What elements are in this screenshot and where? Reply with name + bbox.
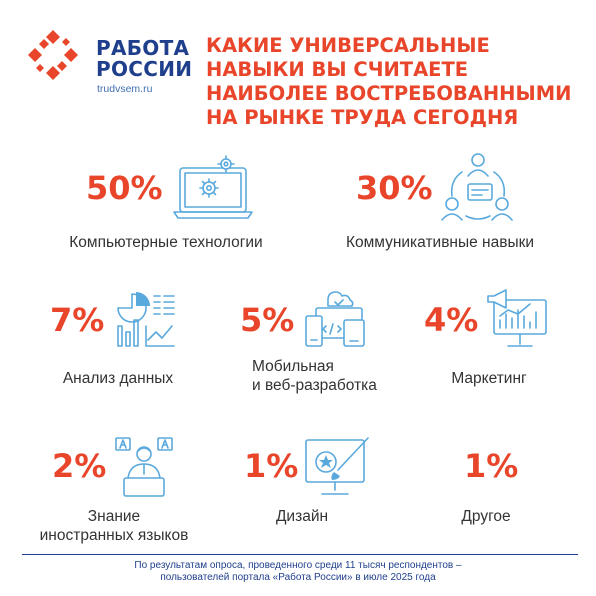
skill-percent-design: 1% xyxy=(244,447,299,485)
skill-percent-languages: 2% xyxy=(52,447,107,485)
skill-label-line: Другое xyxy=(461,508,511,525)
devices-icon xyxy=(305,291,365,347)
skill-label-communication: Коммуникативные навыки xyxy=(302,233,578,252)
footer-line: пользователей портала «Работа России» в … xyxy=(160,572,436,583)
skill-label-line: Мобильная xyxy=(252,358,334,375)
skill-label-marketing: Маркетинг xyxy=(404,369,574,388)
skill-label-line: Маркетинг xyxy=(451,370,527,387)
people-chat-icon xyxy=(441,153,513,221)
skill-label-data: Анализ данных xyxy=(30,369,206,388)
skill-label-line: Дизайн xyxy=(275,508,329,525)
skill-label-languages: Знание иностранных языков xyxy=(24,507,204,545)
skill-label-line: и веб-разработка xyxy=(252,377,377,394)
skill-percent-other: 1% xyxy=(464,447,519,485)
headline: КАКИЕ УНИВЕРСАЛЬНЫЕ НАВЫКИ ВЫ СЧИТАЕТЕ Н… xyxy=(206,34,586,130)
skill-label-line: Анализ данных xyxy=(62,370,174,387)
skill-label-mobile-web: Мобильная и веб-разработка xyxy=(212,357,388,395)
skill-label-design: Дизайн xyxy=(232,507,372,526)
headline-line: НА РЫНКЕ ТРУДА СЕГОДНЯ xyxy=(206,106,519,129)
skill-label-line: иностранных языков xyxy=(39,527,189,544)
skill-percent-computer: 50% xyxy=(86,169,163,207)
footer-divider xyxy=(22,554,578,555)
headline-line: КАКИЕ УНИВЕРСАЛЬНЫЕ xyxy=(206,34,490,57)
skill-label-line: Компьютерные технологии xyxy=(69,234,263,251)
footer-line: По результатам опроса, проведенного сред… xyxy=(134,560,462,571)
data-analytics-icon xyxy=(117,292,175,347)
skill-percent-marketing: 4% xyxy=(424,301,479,339)
footer-note: По результатам опроса, проведенного сред… xyxy=(0,560,596,584)
brand-url: trudvsem.ru xyxy=(97,83,153,95)
skill-label-line: Коммуникативные навыки xyxy=(345,234,535,251)
brand-name-line1: РАБОТА xyxy=(96,36,190,60)
skill-percent-mobile-web: 5% xyxy=(240,301,295,339)
headline-line: НАИБОЛЕЕ ВОСТРЕБОВАННЫМИ xyxy=(206,82,572,105)
skill-percent-data: 7% xyxy=(50,301,105,339)
skill-percent-communication: 30% xyxy=(356,169,433,207)
brand-name-line2: РОССИИ xyxy=(96,57,193,81)
skill-label-computer: Компьютерные технологии xyxy=(30,233,302,252)
megaphone-chart-icon xyxy=(487,289,547,347)
headline-line: НАВЫКИ ВЫ СЧИТАЕТЕ xyxy=(206,58,469,81)
laptop-gear-icon xyxy=(173,155,253,219)
skill-label-line: Знание xyxy=(87,508,141,525)
logo-icon xyxy=(28,30,78,80)
skill-label-other: Другое xyxy=(424,507,548,526)
translator-icon xyxy=(115,437,173,497)
monitor-brush-icon xyxy=(305,437,369,495)
